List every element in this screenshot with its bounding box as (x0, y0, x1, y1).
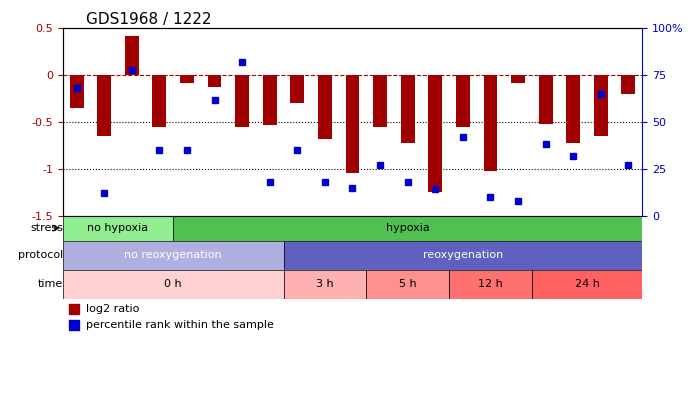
Bar (539, 75, 553, 124)
Bar (125, 36, 139, 75)
Bar (180, 75, 194, 83)
Text: log2 ratio: log2 ratio (86, 304, 140, 314)
Bar (429, 75, 442, 192)
Text: 5 h: 5 h (399, 279, 417, 289)
FancyBboxPatch shape (283, 270, 366, 299)
Text: time: time (38, 279, 63, 289)
Text: 3 h: 3 h (316, 279, 334, 289)
Bar (594, 75, 608, 136)
Text: 24 h: 24 h (574, 279, 600, 289)
Bar (401, 75, 415, 143)
FancyBboxPatch shape (63, 241, 283, 270)
Text: protocol: protocol (17, 250, 63, 260)
Bar (263, 75, 276, 125)
Text: stress: stress (30, 223, 63, 233)
FancyBboxPatch shape (63, 270, 283, 299)
FancyBboxPatch shape (63, 215, 173, 241)
Bar (484, 75, 497, 171)
Bar (566, 75, 580, 143)
Text: 0 h: 0 h (164, 279, 182, 289)
Bar (208, 75, 221, 87)
Bar (318, 75, 332, 139)
FancyBboxPatch shape (449, 270, 532, 299)
Text: no hypoxia: no hypoxia (87, 223, 149, 233)
Text: hypoxia: hypoxia (386, 223, 429, 233)
Text: no reoxygenation: no reoxygenation (124, 250, 222, 260)
Text: reoxygenation: reoxygenation (423, 250, 503, 260)
Bar (373, 75, 387, 127)
FancyBboxPatch shape (173, 215, 642, 241)
Bar (290, 75, 304, 103)
Bar (97, 75, 111, 136)
Bar (511, 75, 525, 83)
Text: percentile rank within the sample: percentile rank within the sample (86, 320, 274, 330)
FancyBboxPatch shape (366, 270, 449, 299)
Bar (621, 75, 635, 94)
Bar (456, 75, 470, 127)
Text: 12 h: 12 h (478, 279, 503, 289)
Bar (152, 75, 166, 127)
Bar (235, 75, 249, 127)
Bar (70, 75, 84, 108)
FancyBboxPatch shape (532, 270, 642, 299)
Bar (346, 75, 359, 173)
FancyBboxPatch shape (283, 241, 642, 270)
Text: GDS1968 / 1222: GDS1968 / 1222 (86, 12, 211, 27)
